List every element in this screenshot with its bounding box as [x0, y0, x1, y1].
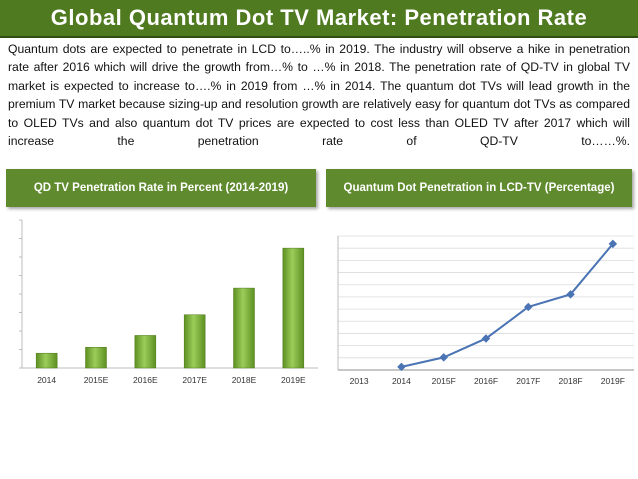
- bar-x-tick-label: 2014: [37, 375, 56, 385]
- bar-x-tick-label: 2016E: [133, 375, 158, 385]
- line-point-2014: [397, 362, 406, 372]
- line-chart: 2013 2014 2015F 2016F 2017F 2018F 2019F: [337, 235, 634, 386]
- title-bar: Global Quantum Dot TV Market: Penetratio…: [0, 0, 638, 38]
- line-chart-title: Quantum Dot Penetration in LCD-TV (Perce…: [343, 182, 615, 194]
- line-x-tick-label: 2016F: [474, 376, 498, 386]
- page-title: Global Quantum Dot TV Market: Penetratio…: [50, 5, 588, 30]
- bar-chart-title: QD TV Penetration Rate in Percent (2014-…: [33, 182, 289, 194]
- bar-2019E: [282, 247, 305, 369]
- bar-2016E: [134, 335, 157, 369]
- bar-x-tick-label: 2019E: [281, 375, 306, 385]
- line-point-2016F: [481, 334, 491, 343]
- line-x-tick-label: 2018F: [559, 376, 583, 386]
- line-point-2019F: [608, 239, 618, 249]
- bar-x-tick-label: 2015E: [84, 375, 109, 385]
- description-paragraph: Quantum dots are expected to penetrate i…: [8, 42, 630, 149]
- line-point-2017F: [524, 302, 533, 312]
- bar-2015E: [85, 347, 107, 369]
- bar-chart-header: QD TV Penetration Rate in Percent (2014-…: [6, 169, 316, 207]
- line-series: [401, 243, 614, 368]
- line-x-tick-label: 2013: [350, 376, 369, 386]
- line-point-2015F: [439, 353, 448, 362]
- bar-2014: [35, 352, 58, 369]
- line-x-tick-label: 2015F: [432, 376, 456, 386]
- line-chart-header: Quantum Dot Penetration in LCD-TV (Perce…: [326, 169, 632, 207]
- bar-2017E: [183, 314, 206, 369]
- line-x-tick-label: 2014: [392, 376, 411, 386]
- bar-x-tick-label: 2018E: [232, 375, 257, 385]
- bar-chart: 2014 2015E 2016E 2017E 2018E 2019E: [19, 219, 318, 385]
- line-x-tick-label: 2017F: [516, 376, 540, 386]
- line-x-tick-label: 2019F: [601, 376, 625, 386]
- bar-x-tick-label: 2017E: [182, 375, 207, 385]
- bar-2018E: [233, 287, 255, 369]
